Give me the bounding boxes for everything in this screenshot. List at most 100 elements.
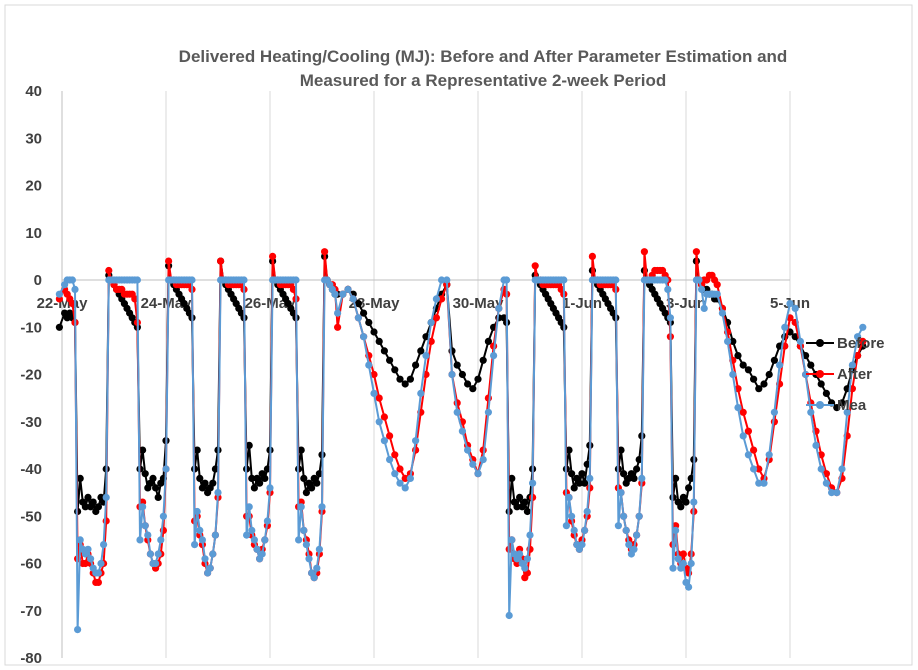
data-point [136,536,144,544]
data-point [360,333,368,341]
data-point [74,626,82,634]
data-point [531,262,539,270]
data-point [560,276,568,284]
data-point [469,385,477,393]
data-point [633,465,641,473]
data-point [349,295,357,303]
data-point [713,281,721,289]
data-point [812,441,820,449]
data-point [464,380,472,388]
data-point [201,479,209,487]
y-axis-tick-labels: 40 30 20 10 0 -10 -20 -30 -40 -50 -60 -70 -80 [20,83,42,667]
data-point [152,559,160,568]
data-point [97,559,105,568]
data-point [81,503,89,511]
y-tick-label: 30 [25,130,42,147]
data-point [300,474,308,482]
data-point [386,456,394,464]
data-point [817,380,825,388]
y-tick-label: -30 [20,414,42,431]
y-tick-label: -20 [20,367,42,384]
data-point [802,370,810,379]
legend-marker-before [816,339,824,347]
data-point [521,564,529,572]
data-point [365,361,373,369]
data-point [198,536,206,544]
data-point [133,276,141,284]
data-point [630,474,638,482]
data-point [55,323,64,331]
data-point [760,479,768,487]
data-point [157,536,165,544]
data-point [807,408,815,416]
data-point [422,352,430,360]
y-tick-label: 10 [25,225,42,242]
data-point [308,484,316,492]
data-point [620,470,628,478]
data-point [521,498,529,506]
data-point [617,489,625,497]
data-point [565,493,573,501]
x-tick-label: 1-Jun [562,295,602,312]
data-point [479,456,487,464]
y-tick-label: 0 [34,272,42,289]
data-point [505,611,513,620]
data-point [94,578,102,587]
data-point [217,257,225,265]
data-point [718,309,727,317]
data-point [201,555,209,563]
data-point [568,470,576,478]
data-point [258,550,266,558]
data-point [401,380,409,388]
data-point [765,451,773,459]
data-point [786,300,794,308]
data-point [568,512,576,520]
data-point [620,512,628,520]
data-point [165,257,173,265]
data-point [144,531,152,539]
data-point [508,536,516,544]
data-point [412,437,420,445]
data-point [570,526,578,535]
data-point [848,361,857,369]
data-point [750,375,758,383]
legend-label-mea: Mea [837,397,867,414]
data-point [617,446,625,454]
data-point [565,446,573,454]
data-point [245,503,253,511]
data-point [87,555,95,563]
y-tick-label: -50 [20,508,42,525]
data-point [240,276,248,284]
data-point [581,526,589,535]
data-point [575,479,584,487]
data-point [690,498,698,506]
data-point [750,446,758,454]
data-point [391,470,399,478]
data-point [586,474,594,482]
data-point [401,474,409,482]
data-point [666,314,675,322]
data-point [191,541,199,549]
data-point [334,309,342,317]
data-point [682,498,690,506]
data-point [253,545,261,553]
data-point [458,427,466,435]
data-point [396,375,404,383]
data-point [146,550,154,558]
data-point [84,545,92,553]
data-point [503,276,511,284]
data-point [159,512,167,520]
data-point [490,352,498,360]
y-tick-label: 40 [25,83,42,100]
data-point [674,555,682,563]
data-point [479,356,487,364]
chart-title-line-1: Delivered Heating/Cooling (MJ): Before a… [179,47,788,66]
data-point [739,432,747,440]
data-point [854,352,862,360]
y-tick-label: -70 [20,603,42,620]
data-point [305,555,313,563]
data-point [744,366,753,374]
data-point [817,465,825,473]
